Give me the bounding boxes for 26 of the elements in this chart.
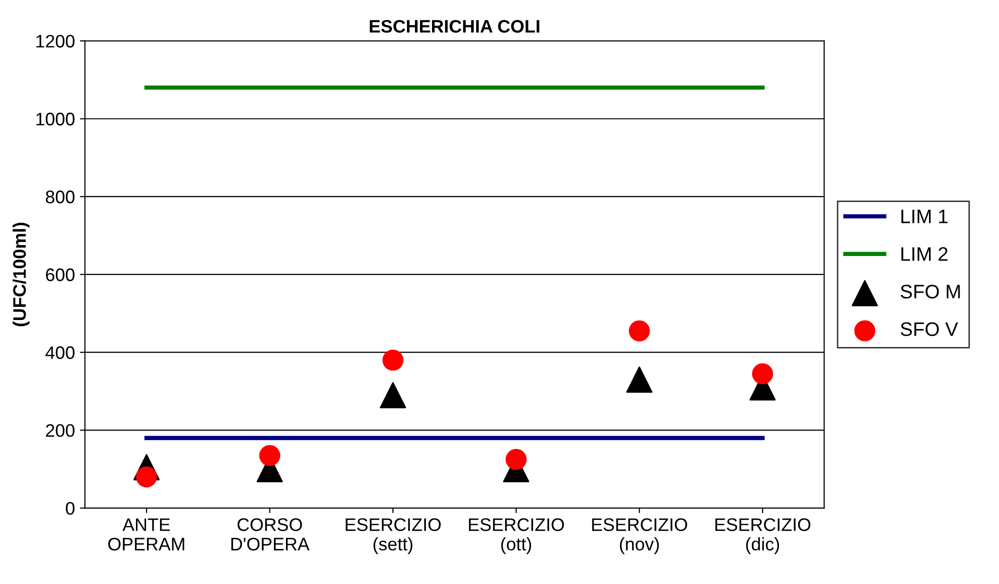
y-tick-label: 200 [46,424,74,437]
y-tick-label: 600 [46,268,74,282]
y-tick-label: 0 [66,502,74,515]
y-tick-label: 1200 [36,34,74,48]
y-tick-label: 1000 [36,112,74,126]
legend-label: SFO V [900,322,958,336]
x-tick-label: ANTE OPERAM [108,518,184,551]
legend-label: LIM 2 [901,247,948,261]
legend-label: LIM 1 [901,210,948,224]
point [628,320,650,342]
legend-label: SFO M [900,284,960,298]
y-tick-label: 400 [45,346,74,360]
point [380,382,406,408]
point [382,350,404,371]
y-tick-label: 800 [46,190,74,204]
chart-title: ESCHERICHIA COLI [370,20,540,33]
x-tick-label: ESERCIZIO (sett) [346,518,441,554]
x-tick-label: ESERCIZIO (nov) [592,518,688,554]
x-tick-label: ESERCIZIO (ott) [468,518,564,554]
point [259,445,280,466]
point [626,366,652,393]
x-tick-label: ESERCIZIO (dic) [715,518,810,554]
y-axis-title: (UFC/100ml) [12,222,30,326]
x-tick-label: CORSO D'OPERA [231,518,310,551]
point [506,448,527,470]
point [752,363,774,384]
